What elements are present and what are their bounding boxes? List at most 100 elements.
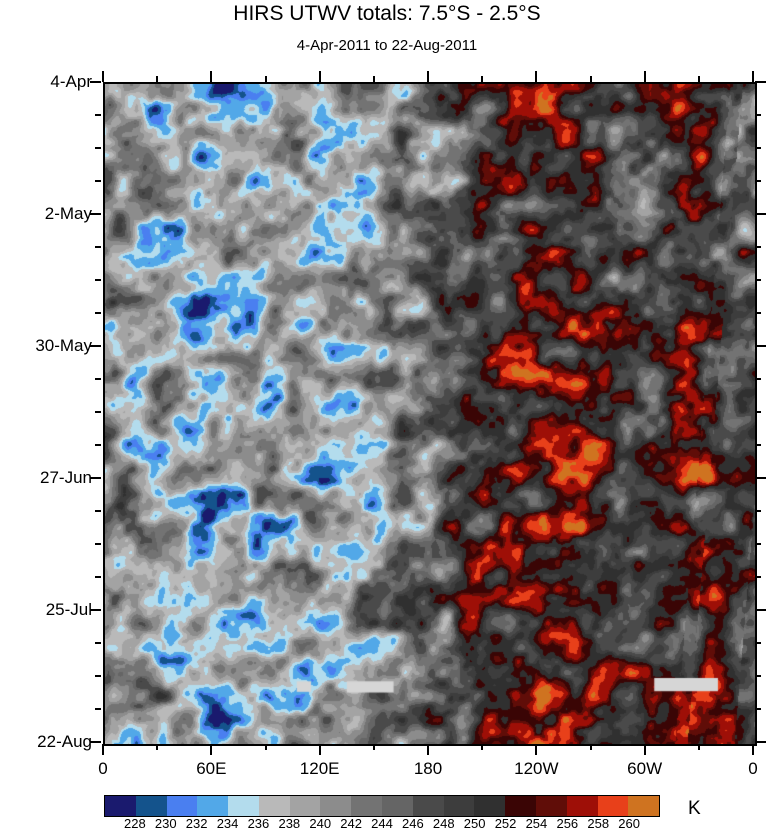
y-minor-tick-right	[755, 708, 761, 710]
x-minor-tick-top	[372, 76, 375, 82]
y-major-tick	[90, 741, 101, 743]
y-major-tick	[90, 345, 101, 347]
y-minor-tick	[95, 312, 101, 314]
y-axis-label-22-Aug: 22-Aug	[37, 732, 92, 751]
y-minor-tick-right	[755, 312, 761, 314]
y-minor-tick-right	[755, 279, 761, 281]
hovmoller-plot-area	[103, 82, 757, 746]
x-major-tick-top	[427, 71, 429, 82]
colorbar-swatches[interactable]	[104, 795, 660, 817]
y-major-tick	[90, 477, 101, 479]
x-major-tick	[427, 744, 429, 755]
heatmap-field	[105, 84, 755, 744]
y-minor-tick-right	[755, 246, 761, 248]
colorbar-swatch-1[interactable]	[135, 796, 167, 816]
y-minor-tick	[95, 279, 101, 281]
x-major-tick	[535, 744, 538, 755]
y-axis-label-25-Jul: 25-Jul	[45, 600, 92, 619]
colorbar-swatch-12[interactable]	[474, 796, 506, 816]
x-major-tick	[318, 744, 321, 755]
y-minor-tick	[95, 543, 101, 545]
x-axis-label-180: 180	[413, 759, 443, 778]
colorbar-swatch-13[interactable]	[505, 796, 536, 816]
x-axis-label-120W: 120W	[514, 759, 559, 778]
x-minor-tick-top	[481, 76, 484, 82]
y-minor-tick-right	[755, 444, 761, 446]
y-axis-label-2-May: 2-May	[44, 204, 92, 223]
colorbar-tick-244: 244	[371, 816, 393, 831]
x-major-tick-top	[102, 71, 104, 82]
y-minor-tick-right	[755, 378, 761, 380]
y-major-tick-right	[755, 741, 766, 743]
colorbar-swatch-8[interactable]	[351, 796, 383, 816]
colorbar-swatch-16[interactable]	[597, 796, 629, 816]
x-major-tick-top	[318, 71, 321, 82]
y-major-tick	[90, 213, 101, 215]
y-major-tick-right	[755, 81, 766, 83]
x-major-tick-top	[535, 71, 538, 82]
y-minor-tick-right	[755, 147, 761, 149]
y-major-tick-right	[755, 345, 766, 347]
y-minor-tick	[95, 378, 101, 380]
x-minor-tick	[589, 744, 592, 750]
colorbar-swatch-11[interactable]	[443, 796, 475, 816]
x-major-tick-top	[210, 71, 213, 82]
x-minor-tick-top	[589, 76, 592, 82]
x-minor-tick-top	[697, 76, 700, 82]
y-minor-tick-right	[755, 114, 761, 116]
x-minor-tick	[264, 744, 267, 750]
y-major-tick-right	[755, 609, 766, 611]
colorbar-swatch-4[interactable]	[228, 796, 259, 816]
x-minor-tick	[372, 744, 375, 750]
x-minor-tick	[697, 744, 700, 750]
colorbar-swatch-2[interactable]	[166, 796, 198, 816]
y-minor-tick	[95, 510, 101, 512]
y-minor-tick	[95, 675, 101, 677]
colorbar-swatch-17[interactable]	[628, 796, 660, 816]
y-minor-tick	[95, 246, 101, 248]
y-major-tick-right	[755, 213, 766, 215]
colorbar[interactable]	[104, 795, 660, 817]
colorbar-swatch-14[interactable]	[535, 796, 567, 816]
x-major-tick	[102, 744, 104, 755]
colorbar-swatch-10[interactable]	[412, 796, 444, 816]
colorbar-tick-238: 238	[278, 816, 301, 831]
x-minor-tick	[481, 744, 484, 750]
y-minor-tick	[95, 114, 101, 116]
y-major-tick	[90, 81, 101, 83]
colorbar-tick-246: 246	[402, 816, 424, 831]
y-axis-label-4-Apr: 4-Apr	[50, 72, 92, 91]
colorbar-swatch-3[interactable]	[197, 796, 229, 816]
colorbar-swatch-5[interactable]	[258, 796, 290, 816]
y-minor-tick	[95, 147, 101, 149]
x-minor-tick-top	[156, 76, 159, 82]
colorbar-swatch-15[interactable]	[566, 796, 598, 816]
colorbar-swatch-9[interactable]	[382, 796, 413, 816]
x-major-tick-top	[752, 71, 754, 82]
colorbar-swatch-0[interactable]	[105, 796, 136, 816]
y-major-tick	[90, 609, 101, 611]
colorbar-swatch-6[interactable]	[289, 796, 321, 816]
y-minor-tick-right	[755, 642, 761, 644]
colorbar-swatch-7[interactable]	[320, 796, 352, 816]
x-major-tick	[210, 744, 213, 755]
colorbar-tick-248: 248	[432, 816, 455, 831]
y-minor-tick	[95, 642, 101, 644]
colorbar-tick-258: 258	[587, 816, 610, 831]
colorbar-tick-234: 234	[216, 816, 239, 831]
colorbar-tick-240: 240	[309, 816, 332, 831]
y-minor-tick	[95, 411, 101, 413]
x-axis-label-0: 0	[98, 759, 108, 778]
y-minor-tick-right	[755, 576, 761, 578]
chart-subtitle: 4-Apr-2011 to 22-Aug-2011	[296, 37, 478, 54]
colorbar-tick-236: 236	[247, 816, 270, 831]
x-minor-tick	[156, 744, 159, 750]
y-minor-tick	[95, 708, 101, 710]
y-minor-tick	[95, 180, 101, 182]
y-axis-label-30-May: 30-May	[35, 336, 92, 355]
colorbar-unit-label: K	[688, 798, 701, 819]
y-minor-tick-right	[755, 675, 761, 677]
colorbar-tick-232: 232	[185, 816, 208, 831]
y-minor-tick-right	[755, 180, 761, 182]
y-minor-tick-right	[755, 510, 761, 512]
